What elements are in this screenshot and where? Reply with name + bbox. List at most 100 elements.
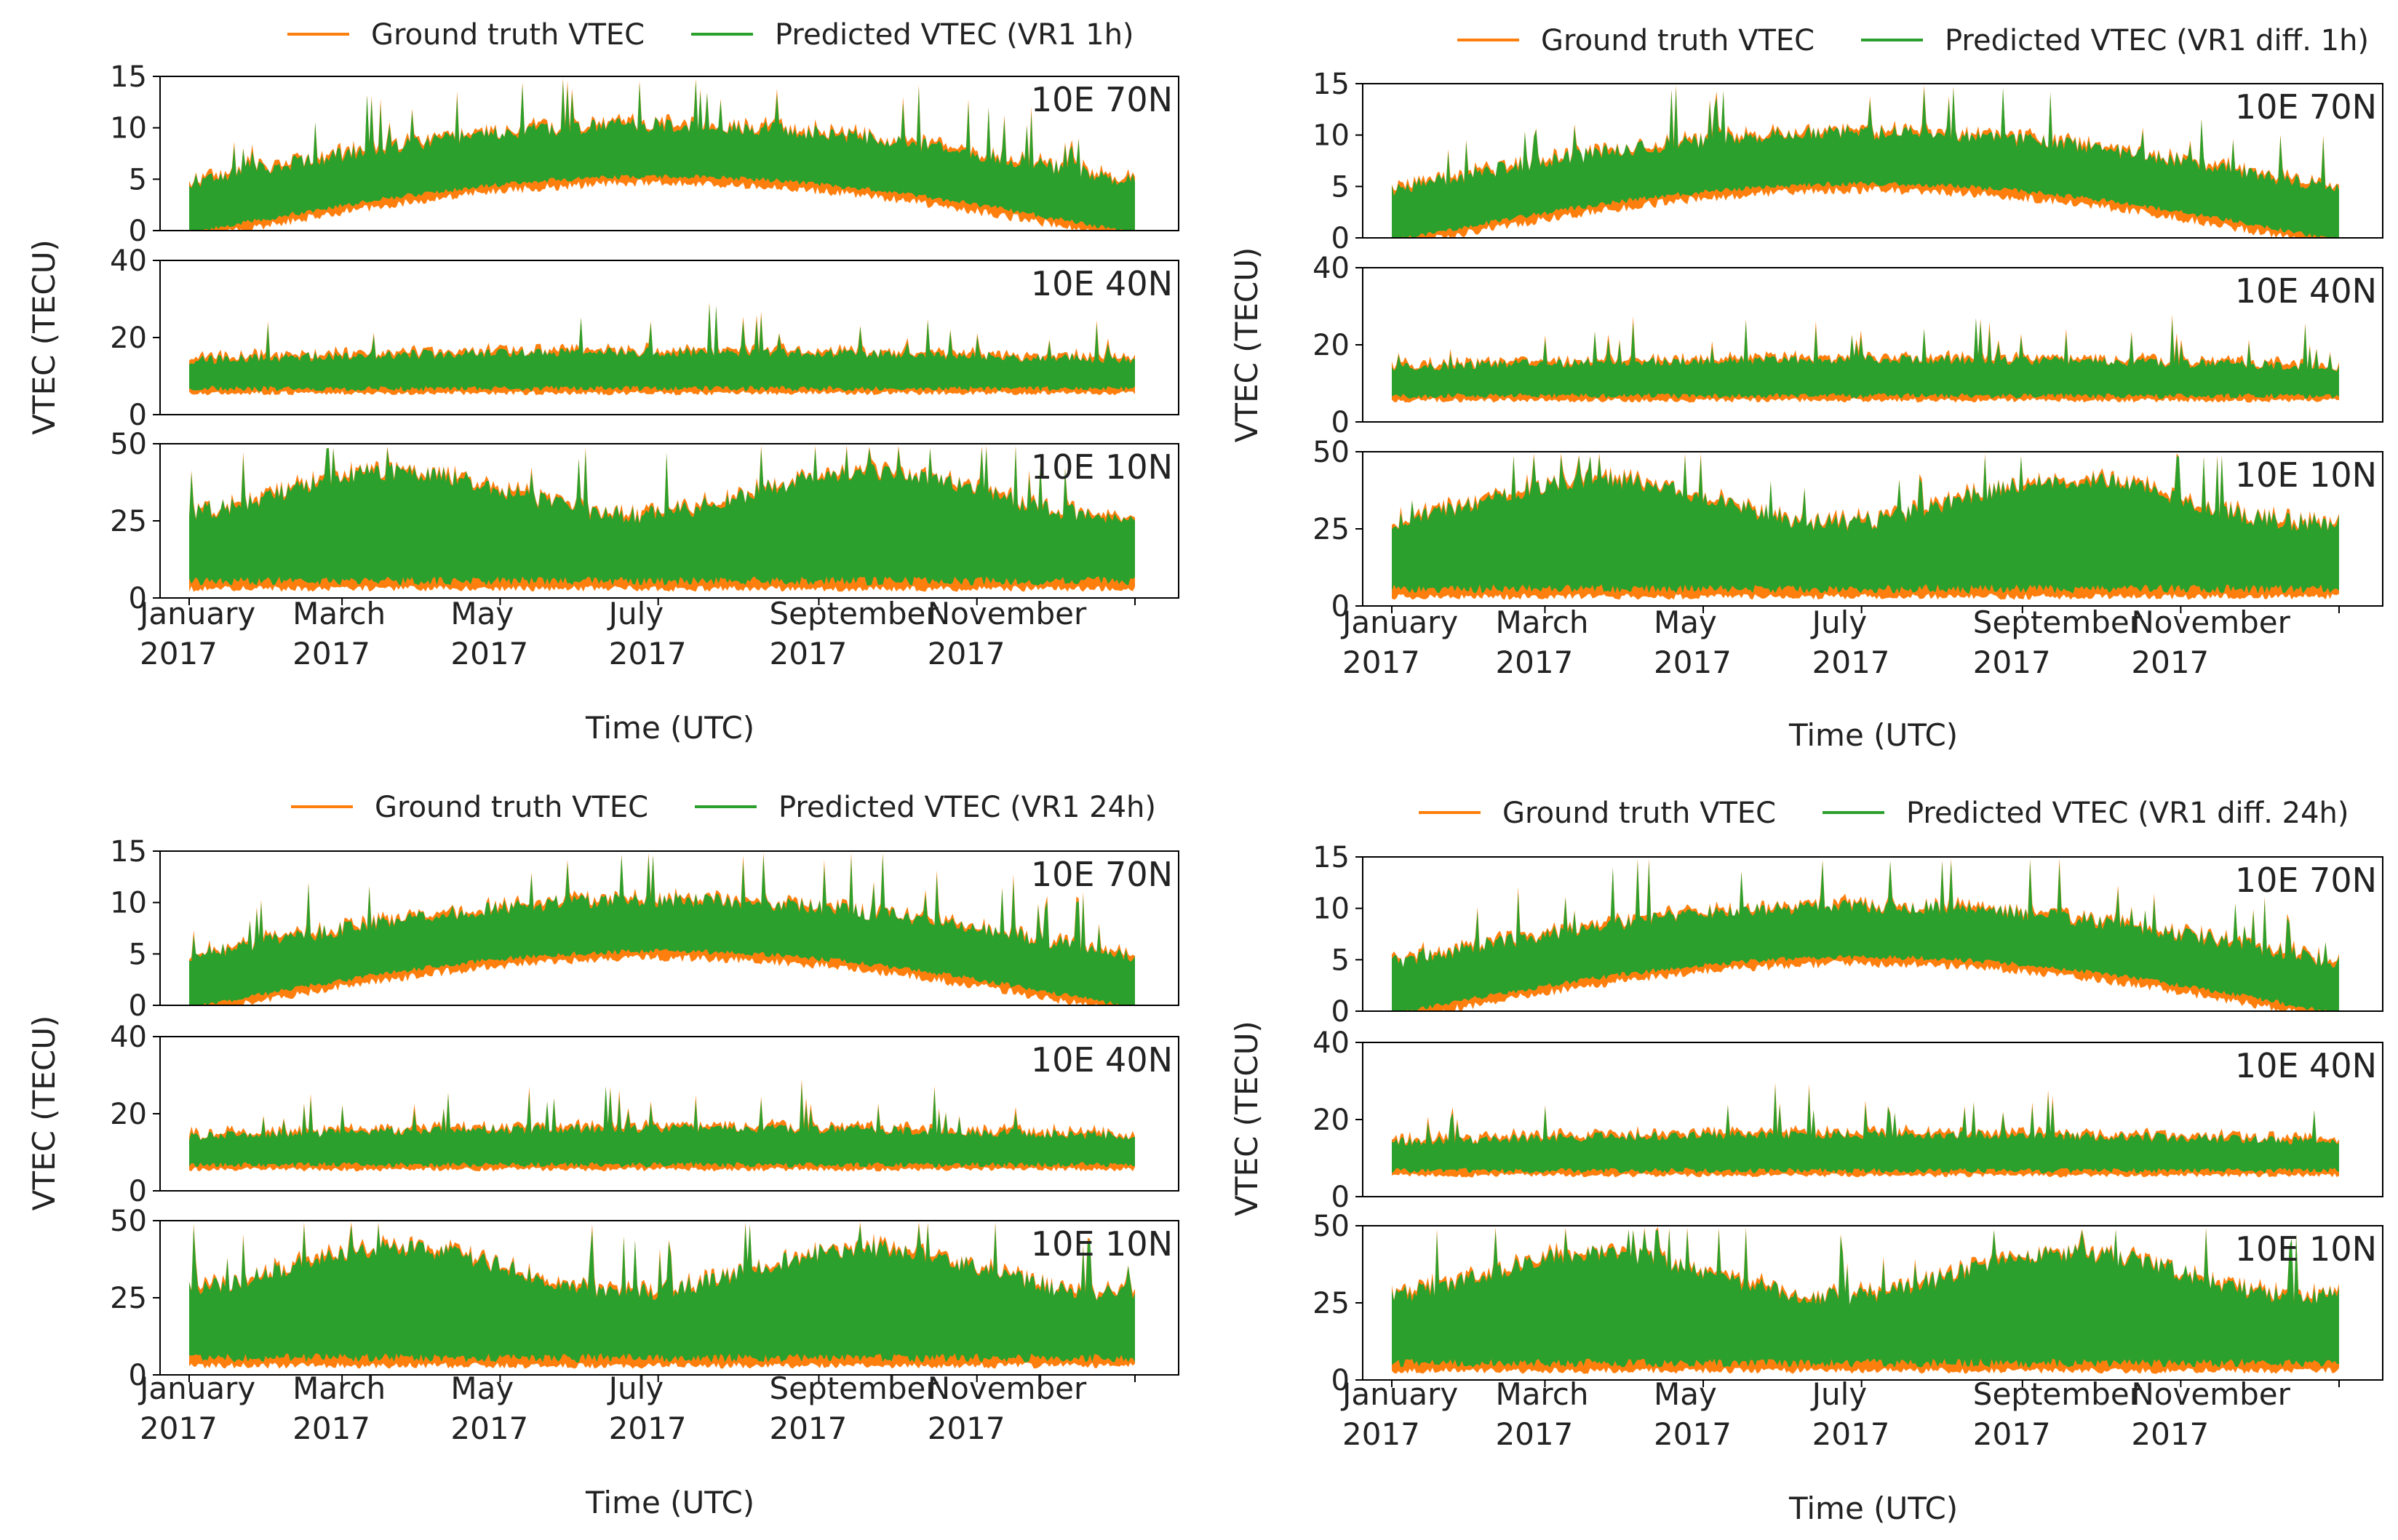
x-tick-label-year: 2017 [450, 1411, 528, 1446]
x-tick-label-month: September [1973, 1376, 2143, 1412]
subplot-10e-10n: 0 25 50 10E 10N [1312, 1210, 2383, 1397]
y-tick-label: 10 [1312, 119, 1350, 153]
location-label: 10E 10N [2235, 1229, 2377, 1269]
location-label: 10E 10N [2235, 455, 2377, 495]
y-tick-label: 0 [1331, 590, 1350, 623]
x-tick-label-month: September [769, 596, 939, 631]
legend: Ground truth VTEC Predicted VTEC (VR1 dif… [1457, 24, 2369, 57]
subplot-10e-10n: 0 25 50 10E 10N [1312, 436, 2383, 623]
x-tick-label-year: 2017 [1973, 1416, 2051, 1452]
y-tick-label: 15 [110, 60, 147, 94]
chart-panel-4: Ground truth VTEC Predicted VTEC (VR1 dif… [1229, 797, 2383, 1526]
y-tick-label: 25 [110, 1282, 147, 1315]
location-label: 10E 40N [2235, 271, 2377, 311]
x-tick-label-year: 2017 [609, 636, 687, 671]
x-tick-label-month: May [1654, 1376, 1717, 1412]
legend-ground-truth-label: Ground truth VTEC [375, 791, 648, 824]
predicted-series [189, 448, 1135, 586]
x-tick-label-year: 2017 [769, 1411, 847, 1446]
x-tick-label-month: January [1340, 1376, 1458, 1412]
y-tick-label: 0 [129, 989, 147, 1023]
x-tick-label-month: January [138, 596, 255, 631]
legend-ground-truth-label: Ground truth VTEC [371, 18, 645, 52]
x-axis-label: Time (UTC) [585, 710, 754, 746]
y-tick-label: 40 [1312, 252, 1350, 285]
x-tick-label-month: May [1654, 605, 1717, 640]
predicted-series [1392, 1085, 2339, 1174]
y-tick-label: 0 [1331, 1364, 1350, 1397]
y-axis-label: VTEC (TECU) [1229, 1021, 1264, 1216]
y-tick-label: 25 [1312, 1287, 1350, 1320]
x-tick-label-month: July [1810, 1376, 1868, 1412]
x-tick-label-year: 2017 [1342, 645, 1420, 680]
subplot-10e-40n: 0 20 40 10E 40N [110, 1021, 1179, 1208]
y-tick-label: 10 [110, 887, 147, 920]
y-tick-label: 0 [1331, 1181, 1350, 1214]
legend-ground-truth-label: Ground truth VTEC [1502, 797, 1776, 830]
predicted-series [1392, 861, 2339, 1011]
legend: Ground truth VTEC Predicted VTEC (VR1 1h) [287, 18, 1134, 52]
predicted-series [189, 81, 1135, 231]
x-tick-label-month: July [607, 596, 664, 631]
y-tick-label: 20 [110, 322, 147, 355]
legend-predicted-label: Predicted VTEC (VR1 diff. 24h) [1906, 797, 2349, 830]
y-axis-label: VTEC (TECU) [26, 239, 62, 435]
x-tick-label-year: 2017 [1495, 645, 1573, 680]
chart-panel-2: Ground truth VTEC Predicted VTEC (VR1 dif… [1229, 24, 2383, 753]
subplot-10e-10n: 0 25 50 10E 10N [110, 1205, 1179, 1392]
x-tick-label-year: 2017 [769, 636, 847, 671]
x-tick-label-month: September [769, 1371, 939, 1406]
x-tick-label-month: November [928, 1371, 1087, 1406]
axes-frame [1362, 856, 2383, 1012]
y-tick-label: 20 [1312, 1104, 1350, 1137]
y-tick-label: 50 [110, 1205, 147, 1238]
y-tick-label: 40 [1312, 1026, 1350, 1060]
y-tick-label: 5 [129, 938, 147, 971]
y-tick-label: 25 [1312, 513, 1350, 546]
x-tick-label-month: January [1340, 605, 1458, 640]
x-tick-label-year: 2017 [1342, 1416, 1420, 1452]
subplot-10e-40n: 0 20 40 10E 40N [1312, 252, 2383, 439]
x-tick-label-year: 2017 [609, 1411, 687, 1446]
y-tick-label: 0 [129, 1175, 147, 1208]
y-tick-label: 5 [1331, 943, 1350, 977]
x-tick-label-month: May [450, 1371, 514, 1406]
legend-predicted-label: Predicted VTEC (VR1 diff. 1h) [1945, 24, 2369, 57]
legend-predicted-label: Predicted VTEC (VR1 1h) [775, 18, 1134, 52]
x-tick-label-month: July [1810, 605, 1868, 640]
y-tick-label: 20 [1312, 329, 1350, 362]
y-tick-label: 0 [129, 399, 147, 432]
y-tick-label: 40 [110, 244, 147, 278]
x-tick-label-year: 2017 [1654, 645, 1732, 680]
x-tick-label-month: July [607, 1371, 664, 1406]
predicted-series [189, 855, 1135, 1005]
subplot-10e-40n: 0 20 40 10E 40N [1312, 1026, 2383, 1214]
x-axis-label: Time (UTC) [1788, 717, 1958, 753]
y-tick-label: 50 [110, 428, 147, 461]
predicted-series [189, 1225, 1135, 1363]
chart-panel-1: Ground truth VTEC Predicted VTEC (VR1 1h)… [26, 18, 1179, 746]
predicted-series [189, 1082, 1135, 1168]
y-tick-label: 0 [129, 215, 147, 248]
y-tick-label: 5 [1331, 170, 1350, 204]
x-tick-label-year: 2017 [292, 1411, 370, 1446]
predicted-series [1392, 318, 2339, 399]
x-axis-label: Time (UTC) [1788, 1491, 1958, 1526]
subplot-10e-40n: 0 20 40 10E 40N [110, 244, 1179, 432]
location-label: 10E 70N [1031, 80, 1173, 119]
x-tick-label-year: 2017 [140, 1411, 218, 1446]
predicted-series [189, 304, 1135, 392]
axes-frame [159, 76, 1179, 231]
subplot-10e-70n: 0 5 10 15 10E 70N [110, 60, 1179, 248]
location-label: 10E 40N [1031, 264, 1173, 303]
x-tick-label-year: 2017 [1654, 1416, 1732, 1452]
x-tick-label-year: 2017 [450, 636, 528, 671]
x-tick-label-month: January [138, 1371, 255, 1406]
x-tick-label-year: 2017 [1495, 1416, 1573, 1452]
y-tick-label: 0 [1331, 995, 1350, 1029]
subplot-10e-70n: 0 5 10 15 10E 70N [1312, 68, 2383, 255]
subplot-10e-70n: 0 5 10 15 10E 70N [110, 835, 1179, 1023]
x-tick-label-year: 2017 [140, 636, 218, 671]
location-label: 10E 70N [1031, 855, 1173, 894]
legend: Ground truth VTEC Predicted VTEC (VR1 24h… [291, 791, 1156, 824]
